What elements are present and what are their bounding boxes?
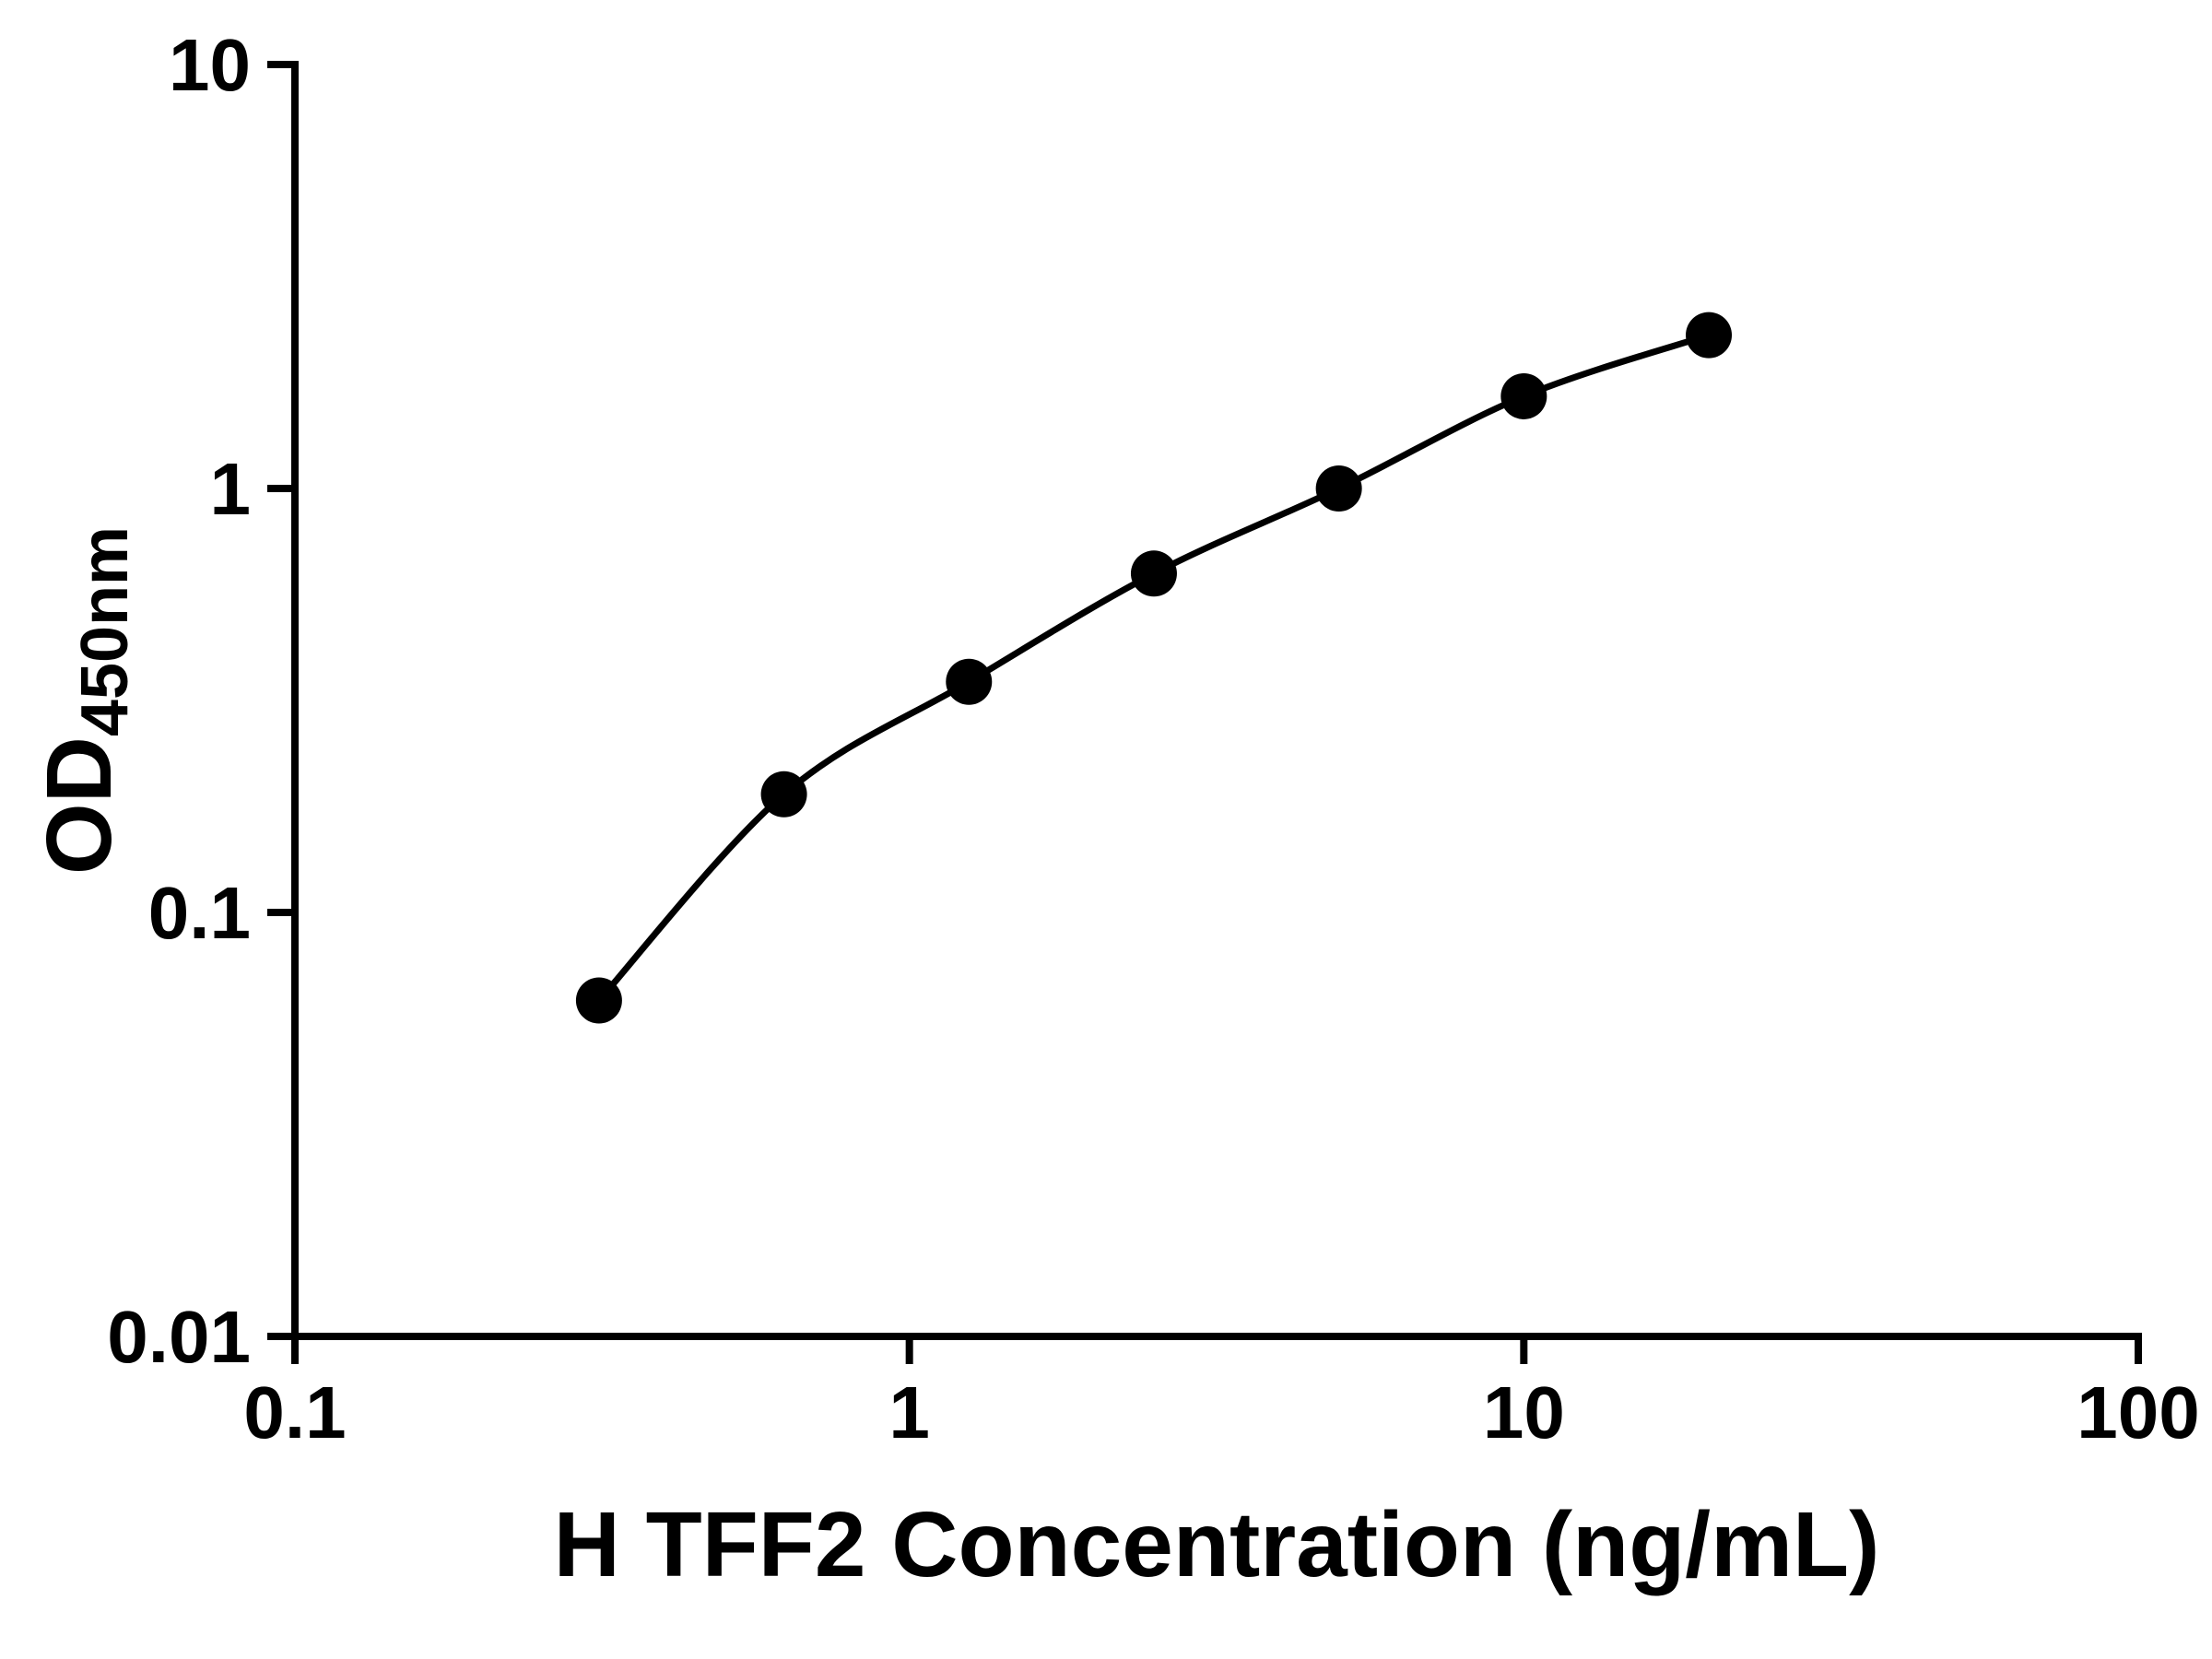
y-axis-title: OD450nm bbox=[28, 526, 142, 875]
data-point bbox=[575, 977, 622, 1024]
y-axis-tick-label: 0.1 bbox=[148, 872, 251, 954]
data-point bbox=[1130, 550, 1177, 597]
x-axis-title: H TFF2 Concentration (ng/mL) bbox=[554, 1493, 1880, 1596]
x-axis-tick-label: 100 bbox=[2077, 1371, 2199, 1453]
y-axis-tick-label: 1 bbox=[210, 448, 252, 530]
x-axis-tick-label: 10 bbox=[1483, 1371, 1565, 1453]
y-axis-tick-label: 0.01 bbox=[107, 1296, 251, 1378]
x-axis-tick-label: 0.1 bbox=[243, 1371, 346, 1453]
y-axis-title-main: OD bbox=[28, 736, 131, 875]
data-point bbox=[946, 658, 993, 705]
y-axis-tick-label: 10 bbox=[169, 24, 251, 106]
data-point bbox=[1500, 372, 1547, 419]
x-axis-tick-label: 1 bbox=[888, 1371, 930, 1453]
data-point bbox=[760, 771, 807, 818]
data-point bbox=[1686, 312, 1733, 359]
curve-fit-line bbox=[596, 332, 1711, 1003]
y-axis-title-subscript: 450nm bbox=[68, 526, 142, 736]
axis-spines bbox=[291, 61, 2142, 1340]
data-point bbox=[1315, 465, 1362, 512]
